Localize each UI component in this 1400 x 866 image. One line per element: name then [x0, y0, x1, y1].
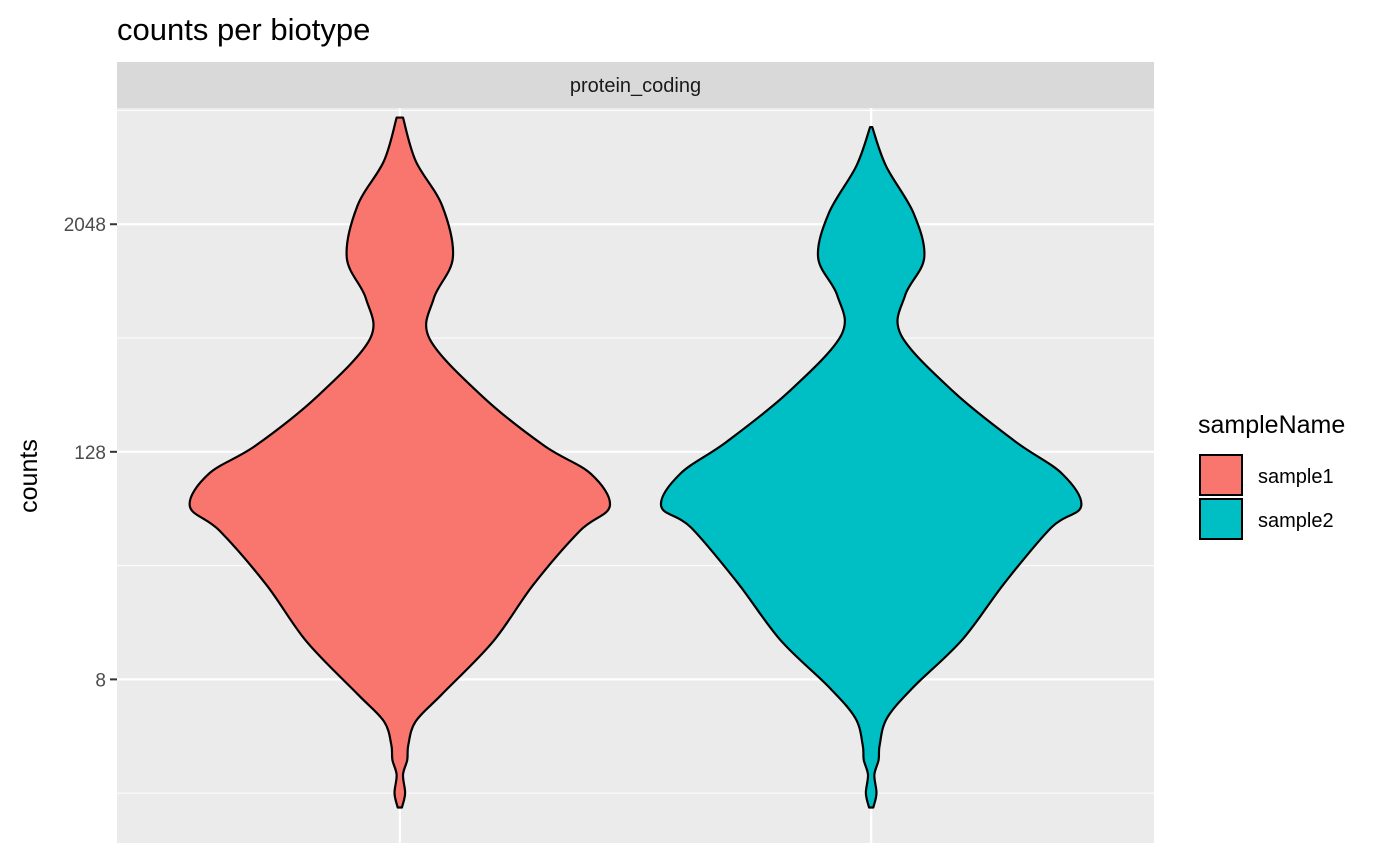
y-axis-title: counts	[15, 439, 43, 513]
y-tick-label: 128	[74, 443, 106, 464]
y-tick-label: 8	[95, 670, 106, 691]
y-axis: 8 128 2048	[64, 215, 117, 691]
violin-sample1	[188, 116, 612, 809]
facet-strip	[117, 62, 1154, 108]
legend-key-sample1	[1199, 454, 1243, 496]
facet-strip-label: protein_coding	[570, 75, 701, 97]
legend-title: sampleName	[1198, 411, 1345, 439]
y-tick-label: 2048	[64, 215, 106, 236]
legend-label-sample2: sample2	[1258, 510, 1334, 532]
legend-key-sample2	[1199, 498, 1243, 540]
legend: sampleName sample1 sample2	[1198, 411, 1345, 540]
chart-title: counts per biotype	[117, 12, 370, 47]
violins	[188, 116, 1083, 809]
legend-label-sample1: sample1	[1258, 466, 1334, 488]
violin-sample2	[659, 125, 1083, 809]
